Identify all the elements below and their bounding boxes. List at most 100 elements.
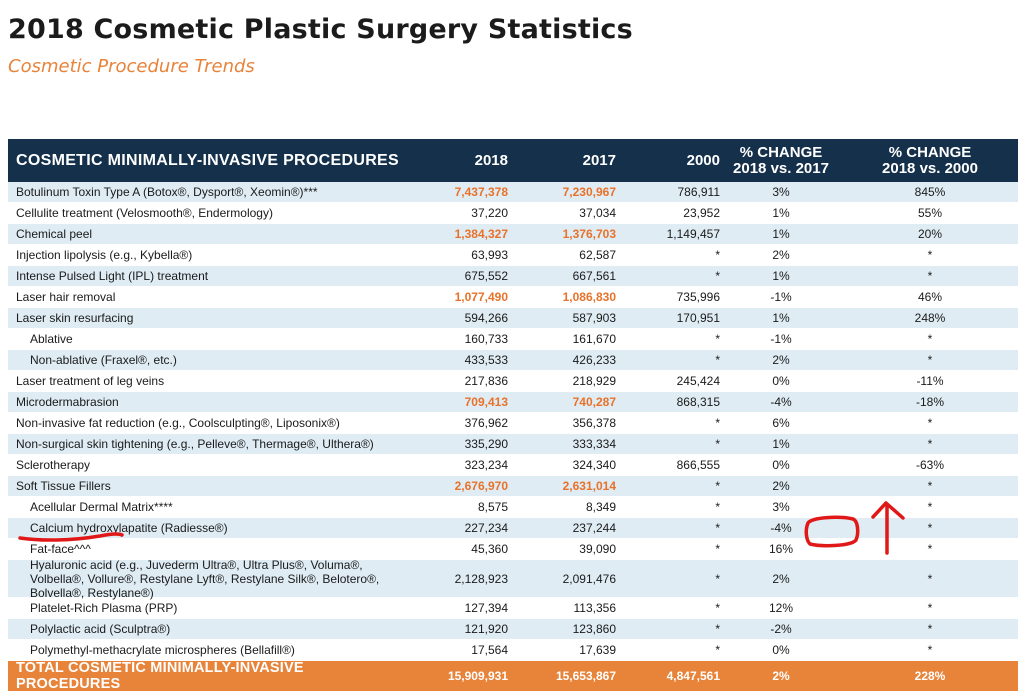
row-value-2017: 324,340 xyxy=(572,458,616,472)
row-pct-change-2017: 2% xyxy=(772,479,790,493)
row-procedure-name: Microdermabrasion xyxy=(16,395,119,409)
row-pct-change-2017: 16% xyxy=(768,542,794,556)
procedures-table: COSMETIC MINIMALLY-INVASIVE PROCEDURES 2… xyxy=(8,139,1018,692)
row-value-2018: 227,234 xyxy=(464,521,508,535)
table-row: Fat-face^^^ 45,360 39,090 * 16% * xyxy=(8,539,1018,560)
row-value-2018: 37,220 xyxy=(471,206,508,220)
row-pct-change-2017: 1% xyxy=(772,437,790,451)
row-procedure-name: Laser skin resurfacing xyxy=(16,311,134,325)
header-pct-2000: % CHANGE 2018 vs. 2000 xyxy=(842,144,1018,177)
row-value-2017: 426,233 xyxy=(572,353,616,367)
row-value-2017: 123,860 xyxy=(572,622,616,636)
row-pct-change-2000: * xyxy=(927,571,933,586)
row-pct-change-2000: * xyxy=(927,601,933,615)
table-row: Intense Pulsed Light (IPL) treatment 675,… xyxy=(8,266,1018,287)
row-value-2018: 2,128,923 xyxy=(454,571,508,586)
row-value-2000: 1,149,457 xyxy=(666,227,720,241)
row-procedure-name: Chemical peel xyxy=(16,227,93,241)
total-2018: 15,909,931 xyxy=(447,669,508,683)
row-value-2017: 1,376,703 xyxy=(562,227,616,241)
row-pct-change-2017: 3% xyxy=(772,185,790,199)
row-pct-change-2017: 2% xyxy=(772,353,790,367)
table-row: Sclerotherapy 323,234 324,340 866,555 0% -63% xyxy=(8,455,1018,476)
row-value-2018: 709,413 xyxy=(464,395,508,409)
row-value-2018: 17,564 xyxy=(471,643,508,657)
table-row: Laser hair removal 1,077,490 1,086,830 735,… xyxy=(8,287,1018,308)
row-procedure-name: Polylactic acid (Sculptra®) xyxy=(30,622,171,636)
row-value-2018: 121,920 xyxy=(464,622,508,636)
row-pct-change-2000: -63% xyxy=(915,458,944,472)
row-value-2017: 218,929 xyxy=(572,374,616,388)
row-value-2018: 63,993 xyxy=(471,248,508,262)
row-value-2000: * xyxy=(715,571,720,586)
table-row: Botulinum Toxin Type A (Botox®, Dysport®… xyxy=(8,182,1018,203)
row-value-2018: 127,394 xyxy=(464,601,508,615)
total-pct-2017: 2% xyxy=(772,669,790,683)
row-pct-change-2000: * xyxy=(927,332,933,346)
row-pct-change-2000: * xyxy=(927,248,933,262)
table-row: Laser treatment of leg veins 217,836 218,9… xyxy=(8,371,1018,392)
row-pct-change-2000: * xyxy=(927,542,933,556)
table-row: Injection lipolysis (e.g., Kybella®) 63,9… xyxy=(8,245,1018,266)
row-value-2018: 433,533 xyxy=(464,353,508,367)
row-pct-change-2017: 0% xyxy=(772,643,790,657)
row-procedure-name: Cellulite treatment (Velosmooth®, Enderm… xyxy=(16,206,273,220)
row-value-2017: 740,287 xyxy=(572,395,616,409)
row-value-2000: 735,996 xyxy=(676,290,720,304)
row-pct-change-2000: 248% xyxy=(914,311,946,325)
row-value-2000: * xyxy=(715,643,720,657)
page-title: 2018 Cosmetic Plastic Surgery Statistics xyxy=(8,14,633,45)
row-value-2017: 237,244 xyxy=(572,521,616,535)
row-value-2017: 8,349 xyxy=(585,500,616,514)
row-procedure-name: Hyaluronic acid (e.g., Juvederm Ultra®, … xyxy=(30,557,380,600)
row-value-2017: 1,086,830 xyxy=(562,290,616,304)
row-procedure-name: Fat-face^^^ xyxy=(30,542,91,556)
row-value-2000: * xyxy=(715,622,720,636)
row-value-2017: 17,639 xyxy=(579,643,616,657)
table-row: Platelet-Rich Plasma (PRP) 127,394 113,356… xyxy=(8,598,1018,619)
row-value-2018: 7,437,378 xyxy=(454,185,508,199)
table-header: COSMETIC MINIMALLY-INVASIVE PROCEDURES 2… xyxy=(8,139,1018,182)
row-pct-change-2017: -4% xyxy=(770,395,792,409)
table-row: Ablative 160,733 161,670 * -1% * xyxy=(8,329,1018,350)
row-value-2017: 62,587 xyxy=(579,248,616,262)
total-pct-2000: 228% xyxy=(914,669,946,683)
table-body: Botulinum Toxin Type A (Botox®, Dysport®… xyxy=(8,182,1018,661)
total-2017: 15,653,867 xyxy=(555,669,616,683)
row-value-2000: 866,555 xyxy=(676,458,720,472)
row-value-2018: 376,962 xyxy=(464,416,508,430)
table-row: Polylactic acid (Sculptra®) 121,920 123,86… xyxy=(8,619,1018,640)
row-value-2018: 1,384,327 xyxy=(454,227,508,241)
table-row: Chemical peel 1,384,327 1,376,703 1,149,457… xyxy=(8,224,1018,245)
row-value-2018: 160,733 xyxy=(464,332,508,346)
row-value-2000: * xyxy=(715,332,720,346)
row-value-2017: 356,378 xyxy=(572,416,616,430)
row-value-2000: 23,952 xyxy=(683,206,720,220)
row-pct-change-2000: * xyxy=(927,521,933,535)
row-pct-change-2017: 1% xyxy=(772,269,790,283)
row-value-2000: * xyxy=(715,521,720,535)
row-value-2017: 2,091,476 xyxy=(562,571,616,586)
row-procedure-name: Non-invasive fat reduction (e.g., Coolsc… xyxy=(16,416,340,430)
row-pct-change-2000: * xyxy=(927,500,933,514)
row-value-2017: 333,334 xyxy=(572,437,616,451)
header-2000: 2000 xyxy=(686,151,720,169)
row-pct-change-2017: 3% xyxy=(772,500,790,514)
row-procedure-name: Laser treatment of leg veins xyxy=(16,374,165,388)
row-pct-change-2017: 1% xyxy=(772,311,790,325)
row-value-2017: 7,230,967 xyxy=(562,185,616,199)
row-value-2018: 8,575 xyxy=(477,500,508,514)
row-procedure-name: Polymethyl-methacrylate microspheres (Be… xyxy=(30,643,295,657)
row-pct-change-2000: * xyxy=(927,416,933,430)
total-label: TOTAL COSMETIC MINIMALLY-INVASIVE PROCED… xyxy=(16,660,304,692)
row-pct-change-2000: 46% xyxy=(917,290,943,304)
row-procedure-name: Platelet-Rich Plasma (PRP) xyxy=(30,601,178,615)
row-pct-change-2017: -1% xyxy=(770,290,792,304)
row-procedure-name: Intense Pulsed Light (IPL) treatment xyxy=(16,269,209,283)
page-subtitle: Cosmetic Procedure Trends xyxy=(8,56,255,77)
row-value-2017: 39,090 xyxy=(579,542,616,556)
row-pct-change-2017: -2% xyxy=(770,622,792,636)
row-value-2018: 45,360 xyxy=(471,542,508,556)
row-value-2000: * xyxy=(715,601,720,615)
header-procedures: COSMETIC MINIMALLY-INVASIVE PROCEDURES xyxy=(16,151,399,169)
